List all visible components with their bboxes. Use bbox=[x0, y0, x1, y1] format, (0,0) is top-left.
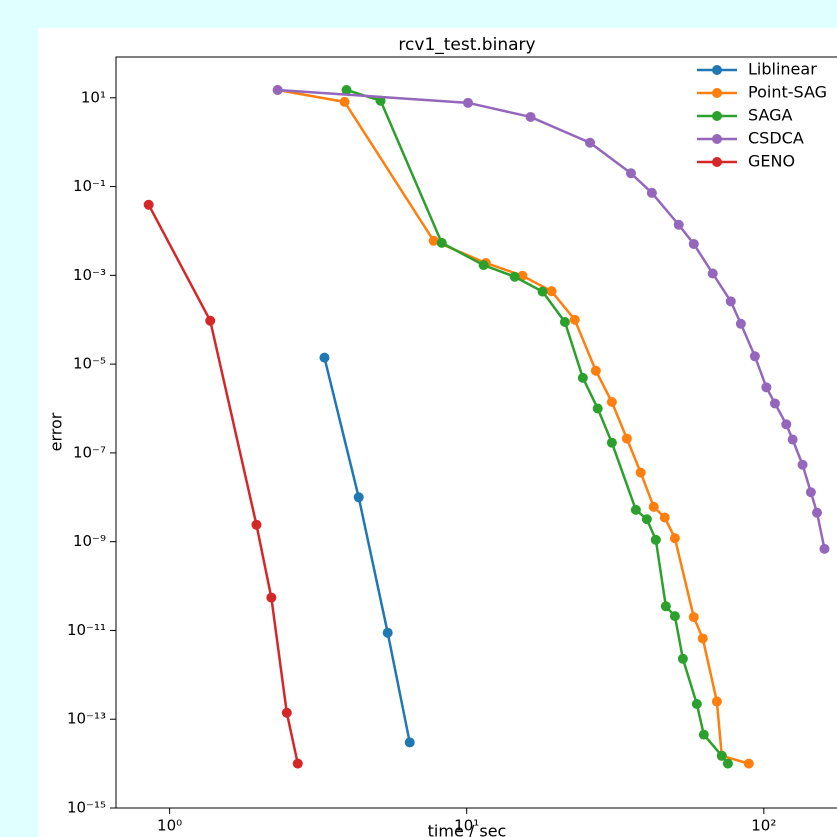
data-point bbox=[646, 187, 657, 198]
data-point bbox=[606, 437, 617, 448]
data-point bbox=[691, 699, 702, 710]
data-point bbox=[669, 533, 680, 544]
data-point bbox=[716, 750, 727, 761]
x-axis-label: time / sec bbox=[428, 822, 507, 837]
data-point bbox=[272, 84, 283, 95]
legend-marker bbox=[712, 157, 722, 167]
data-point bbox=[797, 459, 808, 470]
data-point bbox=[812, 507, 823, 518]
series-line bbox=[346, 88, 729, 765]
data-point bbox=[648, 501, 659, 512]
data-point bbox=[630, 504, 641, 515]
legend-label: CSDCA bbox=[748, 129, 804, 148]
data-point bbox=[559, 316, 570, 327]
data-point bbox=[659, 512, 670, 523]
data-point bbox=[341, 84, 352, 95]
data-point bbox=[673, 219, 684, 230]
data-point bbox=[781, 419, 792, 430]
data-point bbox=[436, 237, 447, 248]
data-point bbox=[266, 592, 277, 603]
data-point bbox=[787, 434, 798, 445]
data-point bbox=[463, 97, 474, 108]
data-point bbox=[478, 260, 489, 271]
data-point bbox=[592, 403, 603, 414]
y-tick-label: 10¹ bbox=[81, 88, 106, 106]
data-point bbox=[725, 296, 736, 307]
y-tick-label: 10⁻⁷ bbox=[73, 443, 106, 461]
legend-marker bbox=[712, 134, 722, 144]
y-tick-label: 10⁻⁵ bbox=[73, 355, 106, 373]
data-point bbox=[292, 758, 303, 769]
data-point bbox=[339, 96, 350, 107]
data-point bbox=[805, 487, 816, 498]
legend-marker bbox=[712, 111, 722, 121]
data-point bbox=[525, 111, 536, 122]
data-point bbox=[205, 315, 216, 326]
data-point bbox=[650, 534, 661, 545]
x-tick-label: 10¹ bbox=[454, 817, 479, 835]
legend-label: Liblinear bbox=[748, 60, 817, 79]
data-point bbox=[590, 365, 601, 376]
legend-marker bbox=[712, 65, 722, 75]
data-point bbox=[621, 433, 632, 444]
y-tick-label: 10⁻⁹ bbox=[73, 532, 106, 550]
data-point bbox=[546, 286, 557, 297]
data-point bbox=[697, 633, 708, 644]
data-point bbox=[722, 758, 733, 769]
data-point bbox=[669, 611, 680, 622]
data-point bbox=[698, 729, 709, 740]
data-point bbox=[537, 286, 548, 297]
y-tick-label: 10⁻¹ bbox=[73, 177, 106, 195]
plot-frame bbox=[115, 56, 837, 809]
legend-label: GENO bbox=[748, 152, 795, 171]
legend-marker bbox=[712, 88, 722, 98]
legend-label: SAGA bbox=[748, 106, 793, 125]
data-point bbox=[251, 519, 262, 530]
data-point bbox=[382, 627, 393, 638]
x-tick-label: 10⁰ bbox=[157, 817, 182, 835]
data-point bbox=[711, 696, 722, 707]
data-point bbox=[606, 397, 617, 408]
legend-label: Point-SAG bbox=[748, 83, 827, 102]
y-tick-label: 10⁻¹⁵ bbox=[67, 799, 106, 817]
data-point bbox=[404, 737, 415, 748]
data-point bbox=[735, 318, 746, 329]
y-tick-label: 10⁻¹³ bbox=[67, 710, 106, 728]
data-point bbox=[761, 382, 772, 393]
data-point bbox=[688, 612, 699, 623]
x-tick-label: 10² bbox=[751, 817, 776, 835]
y-tick-label: 10⁻³ bbox=[73, 266, 106, 284]
chart-title: rcv1_test.binary bbox=[398, 35, 535, 55]
data-point bbox=[819, 543, 830, 554]
y-tick-label: 10⁻¹¹ bbox=[67, 621, 106, 639]
data-point bbox=[509, 271, 520, 282]
data-point bbox=[749, 351, 760, 362]
data-point bbox=[319, 352, 330, 363]
y-axis-label: error bbox=[47, 412, 66, 451]
data-point bbox=[641, 514, 652, 525]
data-point bbox=[769, 398, 780, 409]
data-point bbox=[143, 199, 154, 210]
data-point bbox=[677, 653, 688, 664]
series-line bbox=[323, 357, 411, 743]
data-point bbox=[353, 492, 364, 503]
data-point bbox=[625, 168, 636, 179]
series-line bbox=[147, 204, 299, 764]
data-point bbox=[428, 235, 439, 246]
data-point bbox=[707, 268, 718, 279]
data-point bbox=[743, 758, 754, 769]
data-point bbox=[585, 137, 596, 148]
data-point bbox=[688, 238, 699, 249]
data-point bbox=[281, 707, 292, 718]
data-point bbox=[635, 467, 646, 478]
data-point bbox=[569, 314, 580, 325]
data-point bbox=[660, 601, 671, 612]
data-point bbox=[577, 372, 588, 383]
